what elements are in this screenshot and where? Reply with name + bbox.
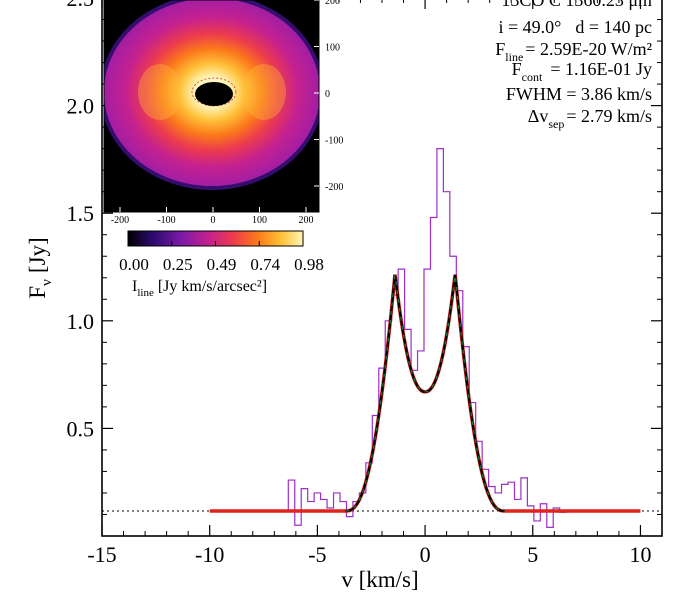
inset-y-tick-label: 200 bbox=[325, 0, 340, 7]
x-axis: -15 -10 -5 0 5 10 bbox=[87, 0, 663, 567]
x-tick-label: 0 bbox=[420, 542, 431, 567]
inset-y-tick-label: 0 bbox=[325, 89, 330, 100]
disk-lobe-left bbox=[138, 64, 182, 120]
inset-x-tick-label: -100 bbox=[157, 215, 175, 226]
inset-x-axis: -200 -100 0 100 200 bbox=[111, 207, 314, 226]
inset-y-axis: 200 100 0 -100 -200 bbox=[314, 0, 343, 193]
x-tick-label: 10 bbox=[629, 542, 651, 567]
annotation-fline-label: F bbox=[495, 39, 505, 59]
colorbar-ticks: 0.00 0.25 0.49 0.74 0.98 bbox=[119, 241, 324, 274]
y-tick-label: 2.5 bbox=[67, 0, 95, 11]
annotation-fline-sub: line bbox=[505, 50, 523, 64]
annotation-fline-value: = 2.59E-20 W/m² bbox=[525, 39, 652, 59]
y-axis-title-unit: [Jy] bbox=[25, 237, 50, 273]
colorbar-tick-label: 0.00 bbox=[119, 255, 149, 274]
colorbar-tick-label: 0.74 bbox=[250, 255, 280, 274]
annotation-fcont-sub: cont bbox=[522, 70, 543, 84]
x-tick-label: -15 bbox=[87, 542, 116, 567]
annotation-fcont-value: = 1.16E-01 Jy bbox=[550, 59, 652, 79]
colorbar-label-main: I bbox=[132, 278, 137, 295]
model-fit-dashed-line bbox=[345, 275, 505, 512]
inset-frame bbox=[103, 0, 320, 213]
colorbar-tick-label: 0.98 bbox=[294, 255, 324, 274]
y-tick-label: 1.5 bbox=[67, 201, 95, 226]
annotation-fcont: Fcont = 1.16E-01 Jy bbox=[512, 59, 652, 84]
disk-lobe-right bbox=[242, 64, 286, 120]
y-axis-title-sub: ν bbox=[39, 279, 55, 286]
colorbar-label: Iline [Jy km/s/arcsec²] bbox=[132, 278, 267, 299]
annotation-block: 13CO C 1360.23 μm i = 49.0° d = 140 pc Fl… bbox=[495, 0, 652, 131]
annotation-inclination: i = 49.0° bbox=[499, 17, 562, 37]
inset-y-tick-label: -200 bbox=[325, 182, 343, 193]
colorbar: 0.00 0.25 0.49 0.74 0.98 Iline [Jy km/s/arcse… bbox=[119, 230, 324, 299]
colorbar-tick-label: 0.49 bbox=[207, 255, 237, 274]
y-tick-label: 1.0 bbox=[67, 309, 95, 334]
inset-x-tick-label: 200 bbox=[299, 215, 314, 226]
inset-x-tick-label: -200 bbox=[111, 215, 129, 226]
colorbar-tick-label: 0.25 bbox=[163, 255, 193, 274]
y-axis: 0.5 1.0 1.5 2.0 2.5 bbox=[67, 0, 662, 515]
x-tick-label: -5 bbox=[308, 542, 326, 567]
x-tick-label: -10 bbox=[195, 542, 224, 567]
central-hole bbox=[195, 82, 233, 106]
inset-x-tick-label: 0 bbox=[211, 215, 216, 226]
inset-map: -200 -100 0 100 200 200 100 0 -100 -200 bbox=[103, 0, 343, 226]
y-axis-title-main: F bbox=[25, 286, 50, 299]
y-tick-label: 0.5 bbox=[67, 416, 95, 441]
inset-y-tick-label: 100 bbox=[325, 43, 340, 54]
annotation-fwhm: FWHM = 3.86 km/s bbox=[506, 84, 652, 104]
inset-y-tick-label: -100 bbox=[325, 136, 343, 147]
annotation-dv-value: = 2.79 km/s bbox=[566, 106, 652, 126]
annotation-dvsep: Δvsep = 2.79 km/s bbox=[528, 106, 652, 131]
observed-spectrum-line bbox=[287, 148, 567, 528]
annotation-geometry: i = 49.0° d = 140 pc bbox=[499, 17, 653, 37]
annotation-fcont-label: F bbox=[512, 59, 522, 79]
colorbar-label-sub: line bbox=[137, 287, 154, 299]
y-tick-label: 2.0 bbox=[67, 94, 95, 119]
x-tick-label: 5 bbox=[527, 542, 538, 567]
annotation-distance: d = 140 pc bbox=[575, 17, 652, 37]
y-axis-title: Fν [Jy] bbox=[25, 237, 55, 298]
x-axis-title: v [km/s] bbox=[341, 567, 418, 592]
annotation-dv-sub: sep bbox=[548, 117, 564, 131]
annotation-molecule: 13CO C 1360.23 μm bbox=[501, 0, 652, 10]
colorbar-label-unit: [Jy km/s/arcsec²] bbox=[158, 278, 267, 295]
annotation-dv-label: Δv bbox=[528, 106, 549, 126]
inset-x-tick-label: 100 bbox=[252, 215, 267, 226]
annotation-fline: Fline = 2.59E-20 W/m² bbox=[495, 39, 652, 64]
